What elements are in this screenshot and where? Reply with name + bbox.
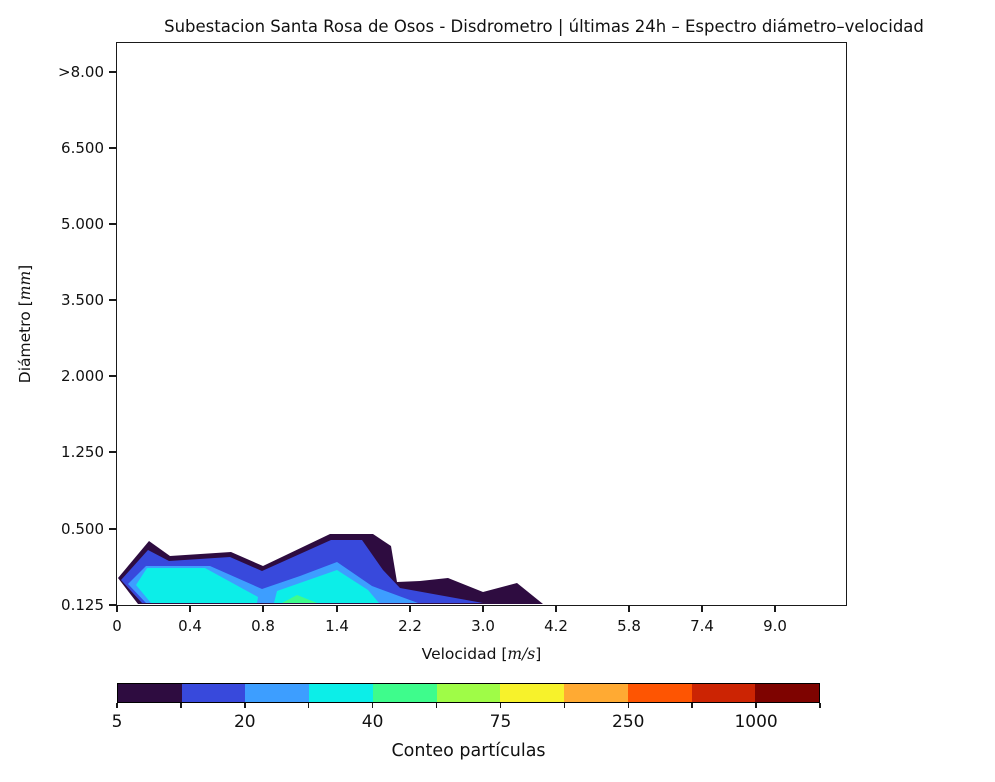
colorbar-segment-2: [245, 684, 310, 702]
colorbar-tick: [563, 703, 566, 708]
colorbar-label: Conteo partículas: [391, 741, 546, 761]
x-axis-tick: [189, 605, 191, 612]
y-axis-tick-label: 5.000: [61, 215, 104, 233]
colorbar-tick-label: 75: [489, 712, 512, 732]
colorbar-tick-label: 250: [612, 712, 645, 732]
y-axis-tick-label: 3.500: [61, 291, 104, 309]
colorbar-segment-7: [564, 684, 628, 702]
x-axis-tick: [116, 605, 118, 612]
y-axis-tick-label: 0.125: [61, 596, 104, 614]
x-axis-tick-label: 0: [112, 617, 122, 635]
x-axis-tick-label: 7.4: [690, 617, 714, 635]
colorbar-tick: [116, 703, 118, 708]
x-axis-tick: [628, 605, 630, 612]
colorbar-segment-3: [309, 684, 373, 702]
y-axis-tick: [109, 528, 116, 530]
colorbar-tick: [691, 703, 693, 708]
y-axis-label-text: Diámetro [: [16, 300, 34, 384]
colorbar-tick-label: 20: [233, 712, 256, 732]
x-axis-label: Velocidad [m/s]: [332, 645, 632, 663]
x-axis-tick: [482, 605, 484, 612]
x-axis-tick-label: 5.8: [617, 617, 641, 635]
y-axis-label-text: ]: [16, 264, 34, 271]
x-axis-tick: [701, 605, 703, 612]
y-axis-tick-label: 2.000: [61, 367, 104, 385]
y-axis-tick: [109, 71, 116, 73]
y-axis-tick: [109, 604, 116, 606]
colorbar-segment-0: [118, 684, 182, 702]
colorbar-tick: [435, 703, 438, 708]
colorbar-tick-label: 1000: [734, 712, 778, 732]
x-axis-tick-label: 0.8: [251, 617, 275, 635]
x-axis-label-text: Velocidad [: [421, 645, 508, 663]
x-axis-label-text: ]: [535, 645, 542, 663]
plot-area: [117, 43, 846, 605]
chart-title: Subestacion Santa Rosa de Osos - Disdrom…: [164, 17, 924, 36]
colorbar-segment-8: [627, 684, 692, 702]
x-axis-tick: [262, 605, 264, 612]
y-axis-tick-label: 1.250: [61, 443, 104, 461]
colorbar-tick: [180, 703, 182, 708]
y-axis-tick-label: 6.500: [61, 139, 104, 157]
contour-svg: [118, 534, 543, 604]
colorbar: [117, 683, 820, 703]
y-axis-tick: [109, 375, 116, 377]
x-axis-tick: [336, 605, 338, 612]
colorbar-segment-1: [181, 684, 246, 702]
colorbar-tick: [371, 703, 374, 708]
colorbar-segment-9: [691, 684, 756, 702]
y-axis-tick: [109, 147, 116, 149]
x-axis-tick-label: 0.4: [178, 617, 202, 635]
y-axis-tick: [109, 451, 116, 453]
x-axis-tick-label: 9.0: [763, 617, 787, 635]
colorbar-tick: [627, 703, 629, 708]
x-axis-tick: [409, 605, 411, 612]
x-axis-tick: [774, 605, 776, 612]
colorbar-tick-label: 5: [111, 712, 123, 732]
colorbar-segment-6: [500, 684, 565, 702]
colorbar-segment-10: [755, 684, 820, 702]
colorbar-tick: [819, 703, 821, 708]
contour-region-level-5: [282, 595, 317, 603]
contour-region-level-4: [136, 568, 258, 603]
y-axis-tick-label: >8.00: [58, 63, 104, 81]
colorbar-segment-5: [436, 684, 501, 702]
x-axis-tick-label: 1.4: [325, 617, 349, 635]
x-axis-label-math: m/s: [507, 645, 536, 663]
colorbar-tick-label: 40: [361, 712, 384, 732]
colorbar-tick: [755, 703, 757, 708]
y-axis-label-math: mm: [16, 270, 34, 301]
colorbar-tick: [499, 703, 502, 708]
y-axis-tick-label: 0.500: [61, 520, 104, 538]
y-axis-label: Diámetro [mm]: [16, 265, 34, 383]
y-axis-tick: [109, 299, 116, 301]
x-axis-tick-label: 3.0: [471, 617, 495, 635]
y-axis-tick: [109, 223, 116, 225]
x-axis-tick-label: 4.2: [544, 617, 568, 635]
colorbar-tick: [308, 703, 310, 708]
colorbar-tick: [244, 703, 246, 708]
colorbar-segment-4: [372, 684, 437, 702]
contour-region-level-4: [274, 570, 379, 603]
x-axis-tick: [555, 605, 557, 612]
x-axis-tick-label: 2.2: [398, 617, 422, 635]
